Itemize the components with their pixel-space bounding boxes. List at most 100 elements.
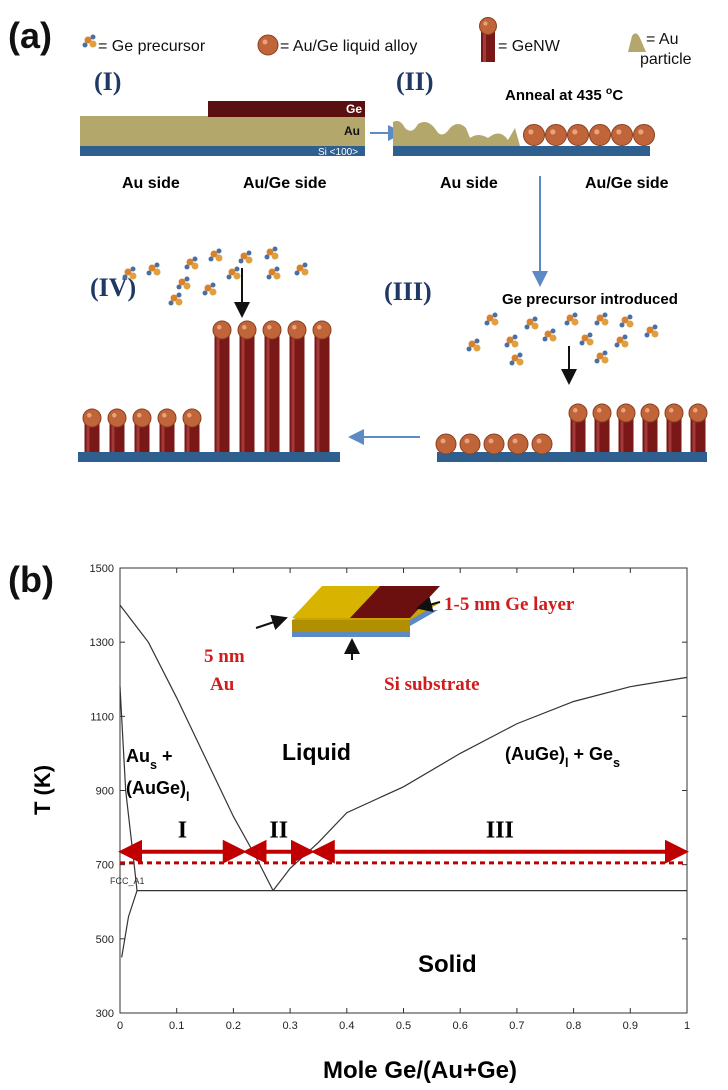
si-substrate xyxy=(78,452,340,462)
precursor-atom xyxy=(518,353,523,358)
legend-text: particle xyxy=(640,51,692,68)
precursor-atom xyxy=(532,323,539,330)
droplet-shine xyxy=(638,129,643,134)
droplet-shine xyxy=(217,325,222,330)
range-label: III xyxy=(486,818,514,844)
si-substrate xyxy=(393,146,650,156)
au-ge-droplet xyxy=(484,434,504,454)
precursor-atom xyxy=(247,251,252,256)
phase-line xyxy=(273,677,687,890)
y-tick-label: 900 xyxy=(96,786,114,798)
au-ge-droplet xyxy=(634,125,655,146)
precursor-atom xyxy=(177,293,182,298)
x-tick-label: 0.2 xyxy=(226,1020,241,1032)
precursor-atom xyxy=(580,341,585,346)
precursor-atom xyxy=(551,329,556,334)
precursor-atom xyxy=(209,257,214,262)
au-ge-droplet xyxy=(590,125,611,146)
inset-au-side xyxy=(292,620,410,632)
precursor-atom xyxy=(184,283,191,290)
precursor-atom xyxy=(275,267,280,272)
droplet-shine xyxy=(292,325,297,330)
phase-label-part: l xyxy=(186,790,190,804)
precursor-atom xyxy=(603,351,608,356)
range-label: I xyxy=(178,818,187,844)
precursor-atom xyxy=(595,359,600,364)
panel-label: (b) xyxy=(8,559,54,600)
droplet-shine xyxy=(483,21,487,25)
stage-label: (III) xyxy=(384,277,432,306)
precursor-atom xyxy=(185,265,190,270)
droplet-shine xyxy=(263,40,268,45)
au-ge-droplet xyxy=(689,404,707,422)
droplet-shine xyxy=(187,413,192,418)
precursor-atom xyxy=(272,253,279,260)
au-ge-droplet xyxy=(641,404,659,422)
precursor-atom xyxy=(603,313,608,318)
y-tick-label: 1100 xyxy=(90,711,114,723)
precursor-atom xyxy=(217,249,222,254)
phase-label: (AuGe)l + Ges xyxy=(505,744,620,770)
side-label: Au/Ge side xyxy=(243,175,327,192)
au-ge-droplet xyxy=(133,409,151,427)
precursor-atom xyxy=(652,331,659,338)
precursor-atom xyxy=(235,267,240,272)
precursor-atom xyxy=(155,263,160,268)
au-layer xyxy=(80,116,365,146)
droplet-shine xyxy=(489,439,494,444)
legend-text: = Au xyxy=(646,31,678,48)
precursor-atom xyxy=(177,285,182,290)
precursor-atom xyxy=(246,257,253,264)
y-tick-label: 1500 xyxy=(90,563,114,575)
au-ge-droplet xyxy=(263,321,281,339)
droplet-shine xyxy=(162,413,167,418)
droplet-shine xyxy=(317,325,322,330)
x-tick-label: 1 xyxy=(684,1020,690,1032)
precursor-atom xyxy=(273,247,278,252)
au-ge-droplet xyxy=(213,321,231,339)
x-tick-label: 0.7 xyxy=(509,1020,524,1032)
phase-label: (AuGe)l xyxy=(126,778,190,804)
phase-label-part: (AuGe) xyxy=(126,778,186,798)
au-ge-droplet xyxy=(612,125,633,146)
inset-label: 5 nm xyxy=(204,646,245,667)
au-particle xyxy=(628,33,646,52)
stage-label: (I) xyxy=(94,67,121,96)
region-label: Solid xyxy=(418,951,477,978)
layer-label: Au xyxy=(344,124,360,138)
precursor-atom xyxy=(602,357,609,364)
precursor-atom xyxy=(210,289,217,296)
droplet-shine xyxy=(597,408,602,413)
precursor-atom xyxy=(628,315,633,320)
x-tick-label: 0.6 xyxy=(453,1020,468,1032)
precursor-atom xyxy=(91,35,96,40)
precursor-atom xyxy=(274,273,281,280)
precursor-atom xyxy=(475,339,480,344)
y-tick-label: 700 xyxy=(96,860,114,872)
au-ge-droplet xyxy=(524,125,545,146)
precursor-atom xyxy=(517,359,524,366)
droplet-shine xyxy=(573,408,578,413)
au-ge-droplet xyxy=(183,409,201,427)
precursor-atom xyxy=(595,321,600,326)
precursor-atom xyxy=(572,319,579,326)
droplet-shine xyxy=(693,408,698,413)
droplet-shine xyxy=(242,325,247,330)
droplet-shine xyxy=(441,439,446,444)
precursor-atom xyxy=(203,291,208,296)
x-tick-label: 0 xyxy=(117,1020,123,1032)
precursor-atom xyxy=(627,321,634,328)
droplet-shine xyxy=(513,439,518,444)
figure: (a)= Ge precursor= Au/Ge liquid alloy= G… xyxy=(0,0,728,1090)
precursor-atom xyxy=(510,361,515,366)
precursor-atom xyxy=(176,299,183,306)
nanowire-shade xyxy=(242,330,245,452)
phase-label-part: s xyxy=(613,756,620,770)
phase-label-part: + Ge xyxy=(569,744,614,764)
inset-label: 1-5 nm Ge layer xyxy=(444,594,575,615)
ge-layer xyxy=(208,101,365,117)
precursor-atom xyxy=(615,343,620,348)
layer-label: Ge xyxy=(346,102,362,116)
precursor-atom xyxy=(239,259,244,264)
si-substrate xyxy=(437,452,707,462)
